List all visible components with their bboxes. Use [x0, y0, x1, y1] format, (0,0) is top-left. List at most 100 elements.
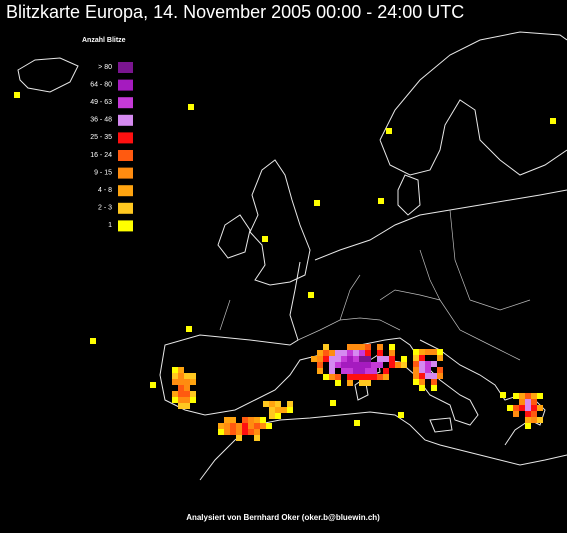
- lightning-cell: [90, 338, 96, 344]
- lightning-cell: [347, 380, 353, 386]
- borders: [219, 209, 531, 361]
- lightning-cell: [354, 420, 360, 426]
- lightning-cell: [365, 374, 371, 380]
- lightning-cell: [323, 350, 329, 356]
- ireland: [217, 214, 251, 259]
- lightning-cell: [525, 417, 531, 423]
- lightning-cell: [550, 118, 556, 124]
- lightning-cell: [317, 368, 323, 374]
- lightning-cell: [347, 368, 353, 374]
- lightning-cell: [260, 417, 266, 423]
- lightning-cell: [172, 373, 178, 379]
- lightning-cell: [186, 326, 192, 332]
- lightning-cell: [371, 374, 377, 380]
- lightning-cell: [377, 356, 383, 362]
- lightning-cell: [254, 417, 260, 423]
- lightning-cell: [359, 380, 365, 386]
- lightning-strikes: [14, 92, 556, 441]
- lightning-cell: [389, 350, 395, 356]
- lightning-cell: [353, 362, 359, 368]
- lightning-cell: [525, 405, 531, 411]
- lightning-cell: [519, 405, 525, 411]
- lightning-cell: [378, 198, 384, 204]
- lightning-cell: [531, 411, 537, 417]
- lightning-cell: [248, 429, 254, 435]
- legend-label: 49 - 63: [90, 99, 112, 106]
- lightning-cell: [262, 236, 268, 242]
- lightning-cell: [184, 373, 190, 379]
- lightning-cell: [365, 362, 371, 368]
- lightning-cell: [329, 350, 335, 356]
- lightning-cell: [413, 373, 419, 379]
- lightning-cell: [317, 350, 323, 356]
- lightning-cell: [419, 361, 425, 367]
- lightning-cell: [431, 361, 437, 367]
- lightning-cell: [347, 362, 353, 368]
- lightning-cell: [178, 373, 184, 379]
- lightning-cell: [389, 362, 395, 368]
- legend-swatch: [118, 167, 133, 179]
- legend-title: Anzahl Blitze: [82, 37, 126, 44]
- lightning-cell: [395, 362, 401, 368]
- lightning-cell: [419, 385, 425, 391]
- lightning-cell: [224, 417, 230, 423]
- lightning-cell: [236, 429, 242, 435]
- lightning-cell: [359, 344, 365, 350]
- lightning-cell: [263, 401, 269, 407]
- lightning-cell: [230, 417, 236, 423]
- lightning-cell: [383, 374, 389, 380]
- lightning-cell: [537, 405, 543, 411]
- lightning-cell: [341, 368, 347, 374]
- lightning-cell: [224, 429, 230, 435]
- lightning-cell: [531, 399, 537, 405]
- legend-label: 64 - 80: [90, 81, 112, 88]
- lightning-cell: [329, 374, 335, 380]
- legend-swatch: [118, 132, 133, 144]
- lightning-cell: [178, 367, 184, 373]
- lightning-cell: [371, 368, 377, 374]
- lightning-cell: [281, 407, 287, 413]
- legend-swatch: [118, 220, 133, 232]
- lightning-cell: [150, 382, 156, 388]
- scandinavia: [379, 31, 567, 176]
- lightning-cell: [178, 397, 184, 403]
- lightning-cell: [365, 368, 371, 374]
- lightning-cell: [531, 405, 537, 411]
- lightning-cell: [311, 356, 317, 362]
- lightning-cell: [335, 374, 341, 380]
- legend-label: 9 - 15: [94, 169, 112, 176]
- lightning-cell: [275, 407, 281, 413]
- lightning-cell: [531, 393, 537, 399]
- lightning-cell: [431, 349, 437, 355]
- legend-label: 2 - 3: [98, 205, 112, 212]
- lightning-cell: [513, 405, 519, 411]
- lightning-cell: [437, 373, 443, 379]
- lightning-cell: [275, 413, 281, 419]
- lightning-cell: [323, 344, 329, 350]
- lightning-cell: [365, 350, 371, 356]
- lightning-cell: [266, 423, 272, 429]
- lightning-cell: [359, 356, 365, 362]
- lightning-cell: [347, 374, 353, 380]
- lightning-cell: [335, 356, 341, 362]
- lightning-cell: [353, 350, 359, 356]
- lightning-cell: [172, 391, 178, 397]
- lightning-cell: [507, 405, 513, 411]
- lightning-cell: [525, 393, 531, 399]
- lightning-cell: [377, 362, 383, 368]
- lightning-cell: [218, 429, 224, 435]
- lightning-cell: [184, 403, 190, 409]
- lightning-cell: [419, 373, 425, 379]
- lightning-cell: [314, 200, 320, 206]
- lightning-cell: [317, 356, 323, 362]
- lightning-cell: [437, 349, 443, 355]
- lightning-cell: [513, 411, 519, 417]
- lightning-cell: [184, 397, 190, 403]
- lightning-cell: [537, 393, 543, 399]
- lightning-cell: [329, 356, 335, 362]
- lightning-cell: [317, 362, 323, 368]
- lightning-cell: [413, 355, 419, 361]
- legend-label: 36 - 48: [90, 117, 112, 124]
- lightning-cell: [377, 374, 383, 380]
